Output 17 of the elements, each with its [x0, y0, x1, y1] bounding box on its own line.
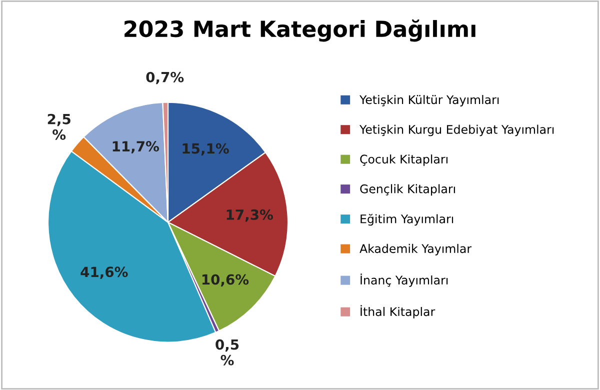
legend-label: Eğitim Yayımları — [360, 214, 454, 226]
legend-label: Akademik Yayımlar — [360, 244, 472, 256]
data-label: 17,3% — [226, 209, 273, 222]
data-label: 0,7% — [146, 72, 184, 84]
legend-label: Gençlik Kitapları — [360, 184, 455, 196]
data-label: 11,7% — [112, 141, 160, 154]
legend-label: Yetişkin Kültür Yayımları — [359, 95, 499, 106]
chart-title: 2023 Mart Kategori Dağılımı — [124, 20, 476, 42]
legend-label: İthal Kitaplar — [360, 305, 436, 318]
data-label: 41,6% — [80, 266, 128, 279]
data-label: 15,1% — [182, 143, 229, 156]
data-label: 0,5 % — [216, 339, 239, 366]
legend-label: Çocuk Kitapları — [360, 154, 448, 166]
legend-label: İnanç Yayımları — [360, 274, 448, 287]
data-label: 10,6% — [202, 274, 249, 287]
data-label: 2,5 % — [48, 114, 70, 140]
legend-label: Yetişkin Kurgu Edebiyat Yayımları — [359, 124, 554, 136]
